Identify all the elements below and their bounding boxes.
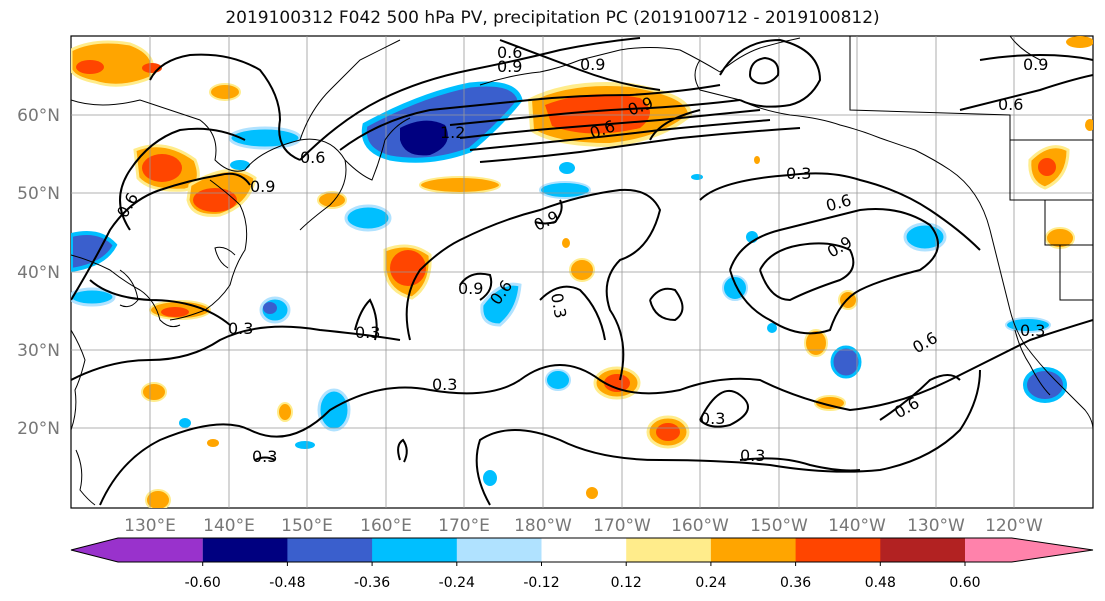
colorbar-tick-label: -0.12 [523, 575, 559, 591]
longitude-label: 170°E [438, 516, 490, 536]
contour-label: 0.9 [497, 57, 522, 76]
longitude-label: 180°W [514, 516, 572, 536]
colorbar-tick-labels: -0.60 -0.48 -0.36 -0.24 -0.12 0.12 0.24 0.36 0.4… [185, 562, 981, 591]
pv-contours [71, 37, 1093, 506]
longitude-label: 130°E [124, 516, 176, 536]
contour-label: 0.3 [432, 375, 457, 394]
latitude-label: 50°N [17, 184, 60, 204]
colorbar-segment [880, 538, 966, 562]
colorbar-segment [541, 538, 627, 562]
colorbar-segment [965, 538, 1093, 562]
contour-label: 0.3 [355, 323, 380, 342]
longitude-label: 170°W [593, 516, 651, 536]
contour-label: 0.9 [250, 177, 275, 196]
colorbar-tick-label: -0.24 [439, 575, 475, 591]
contour-label: 0.3 [700, 409, 725, 428]
contour-label: 0.9 [580, 55, 605, 74]
colorbar-tick-label: -0.36 [354, 575, 390, 591]
longitude-labels: 130°E 140°E 150°E 160°E 170°E 180°W 170°W 160°W… [124, 516, 1043, 536]
colorbar [70, 537, 1094, 563]
contour-label: 0.6 [998, 95, 1023, 114]
colorbar-segment [287, 538, 373, 562]
longitude-label: 160°W [671, 516, 729, 536]
contour-label: 0.9 [1023, 55, 1048, 74]
contour-label: 0.3 [786, 164, 811, 183]
colorbar-tick-label: 0.48 [865, 575, 896, 591]
contour-label: 0.3 [228, 319, 253, 338]
colorbar-segment [626, 538, 712, 562]
coastlines [71, 36, 1093, 506]
contour-label: 1.2 [440, 123, 465, 142]
map-title: 2019100312 F042 500 hPa PV, precipitatio… [225, 8, 880, 28]
colorbar-segment [372, 538, 458, 562]
contour-label: 0.3 [740, 446, 765, 465]
latitude-label: 20°N [17, 419, 60, 439]
colorbar-segment [795, 538, 881, 562]
latitude-label: 30°N [17, 341, 60, 361]
latitude-label: 40°N [17, 263, 60, 283]
precipitation-shading [71, 36, 1093, 508]
longitude-label: 120°W [985, 516, 1043, 536]
colorbar-tick-label: 0.12 [611, 575, 642, 591]
contour-label: 0.3 [547, 291, 570, 319]
colorbar-outline [70, 537, 1094, 563]
colorbar-tick-label: 0.24 [695, 575, 726, 591]
latitude-labels: 60°N 50°N 40°N 30°N 20°N [17, 106, 60, 439]
longitude-label: 140°W [828, 516, 886, 536]
contour-label: 0.9 [458, 279, 483, 298]
longitude-label: 130°W [907, 516, 965, 536]
contour-label: 0.6 [497, 43, 522, 62]
longitude-label: 150°W [750, 516, 808, 536]
contour-label: 0.3 [1020, 321, 1045, 340]
colorbar-tick-label: 0.60 [949, 575, 980, 591]
contour-label: 0.3 [252, 447, 277, 466]
colorbar-tick-label: -0.60 [185, 575, 221, 591]
contour-label: 0.6 [300, 148, 325, 167]
colorbar-segment [202, 538, 288, 562]
colorbar-segment [710, 538, 797, 562]
colorbar-tick-label: 0.36 [780, 575, 811, 591]
longitude-label: 140°E [203, 516, 255, 536]
map-gridlines [71, 36, 1093, 508]
colorbar-segment [456, 538, 542, 562]
longitude-label: 150°E [281, 516, 333, 536]
latitude-label: 60°N [17, 106, 60, 126]
colorbar-segment [71, 538, 203, 562]
colorbar-tick-label: -0.48 [269, 575, 305, 591]
longitude-label: 160°E [360, 516, 412, 536]
